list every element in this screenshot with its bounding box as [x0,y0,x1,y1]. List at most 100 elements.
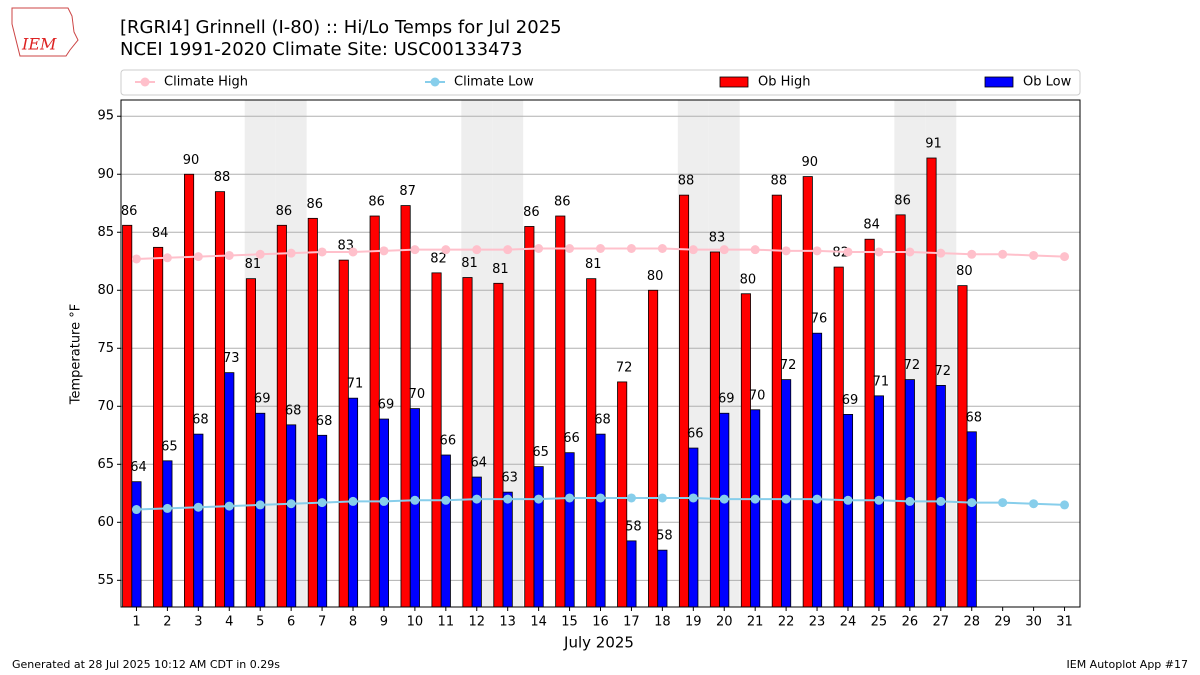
line-point [534,244,544,254]
line-point [503,494,513,504]
line-point [626,244,636,254]
x-tick-label: 4 [225,615,233,630]
plot-frame [120,99,1081,608]
x-tick-label: 25 [871,615,888,630]
line-point [255,249,265,259]
line-point [441,245,451,255]
line-point [379,246,389,256]
y-tick-label: 55 [97,573,114,588]
data-label: 71 [873,374,890,389]
data-label: 83 [709,230,726,245]
x-tick-label: 27 [933,615,950,630]
legend-label: Ob Low [1023,75,1072,90]
bar [781,379,792,608]
legend-swatch [984,76,1014,88]
data-label: 84 [863,218,880,233]
bar [719,412,730,608]
line-point [781,494,791,504]
data-label: 81 [585,257,602,272]
line-point [967,249,977,259]
y-tick-label: 70 [97,399,114,414]
logo-text: IEM [21,35,57,54]
x-tick-label: 19 [685,615,702,630]
line-point [812,494,822,504]
line-point [905,496,915,506]
bar [926,157,937,608]
data-label: 64 [470,456,487,471]
line-point [688,493,698,503]
data-label: 90 [183,153,200,168]
data-label: 86 [523,205,540,220]
line-point [224,250,234,260]
bar [193,433,204,608]
line-point [565,244,575,254]
line-point [936,496,946,506]
line-point [224,501,234,511]
x-tick-label: 20 [716,615,733,630]
bar [688,447,699,608]
legend-box [120,69,1081,96]
legend-marker [430,77,440,87]
line-point [441,495,451,505]
data-label: 70 [749,388,766,403]
line-point [596,493,605,503]
x-tick-label: 13 [499,615,516,630]
data-label: 91 [925,137,942,152]
line-point [719,245,729,255]
line-point [657,493,667,503]
bar [131,481,142,608]
line-point [812,246,822,256]
bar [564,452,575,608]
x-tick-label: 31 [1056,615,1073,630]
line-point [843,495,853,505]
bar [255,412,266,608]
line-point [874,495,884,505]
bar [122,224,133,608]
x-axis-label: July 2025 [563,634,634,652]
x-tick-label: 15 [561,615,578,630]
data-label: 68 [965,410,982,425]
bar [678,194,690,608]
bar [462,277,473,608]
bar [771,194,782,608]
line-point [874,247,884,257]
y-tick-label: 60 [97,515,114,530]
data-label: 90 [801,155,818,170]
bar [740,293,751,608]
x-tick-label: 16 [592,615,609,630]
line-point [750,494,760,504]
data-label: 81 [245,257,262,272]
bar [555,215,566,608]
bar [626,540,637,608]
data-label: 70 [409,387,426,402]
data-label: 72 [904,358,921,373]
x-tick-label: 30 [1025,615,1042,630]
bar [184,173,195,608]
bar [812,332,823,608]
bar [400,205,411,608]
bar [378,418,389,608]
bar [317,434,328,608]
bar [524,226,535,608]
bar [709,251,721,608]
bar [802,176,813,608]
bar [214,191,226,608]
bar [657,549,668,608]
x-tick-label: 5 [256,615,264,630]
line-point [193,502,203,512]
x-tick-label: 2 [163,615,171,630]
line-point [131,505,141,515]
line-point [317,247,327,257]
x-tick-label: 1 [132,615,140,630]
data-label: 86 [276,204,293,219]
bar [895,214,906,608]
line-point [379,496,389,506]
data-label: 63 [501,471,518,486]
line-point [688,245,698,255]
bar [338,259,349,608]
bar [162,460,173,608]
data-label: 80 [647,269,664,284]
line-point [750,245,760,255]
